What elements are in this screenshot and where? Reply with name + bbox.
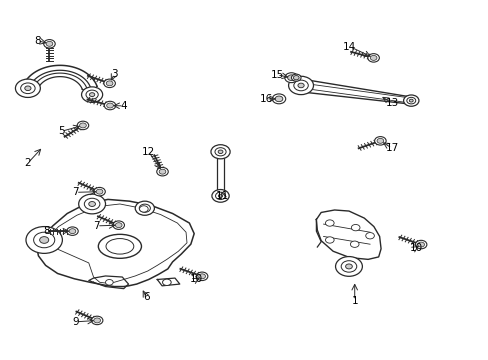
Text: 3: 3 (111, 69, 117, 79)
Text: 15: 15 (270, 70, 283, 80)
Circle shape (162, 279, 171, 285)
Circle shape (406, 97, 415, 104)
Circle shape (408, 99, 412, 102)
Circle shape (196, 272, 207, 280)
Circle shape (198, 274, 205, 279)
Circle shape (66, 227, 78, 235)
Circle shape (297, 83, 304, 88)
Circle shape (417, 242, 424, 247)
Circle shape (86, 90, 98, 99)
Circle shape (293, 76, 299, 80)
Circle shape (211, 189, 229, 202)
Text: 1: 1 (351, 296, 357, 306)
Text: 10: 10 (190, 274, 203, 284)
Circle shape (350, 241, 358, 247)
Circle shape (291, 74, 301, 81)
Circle shape (341, 261, 356, 272)
Text: 11: 11 (216, 191, 229, 201)
Text: 4: 4 (120, 101, 127, 111)
Circle shape (284, 73, 298, 83)
Circle shape (218, 150, 223, 153)
Text: 10: 10 (408, 243, 422, 253)
Circle shape (26, 226, 62, 253)
Circle shape (106, 103, 113, 108)
Circle shape (81, 87, 102, 102)
Text: 6: 6 (142, 292, 149, 302)
Circle shape (105, 279, 113, 285)
Text: 8: 8 (43, 226, 50, 236)
Circle shape (135, 201, 154, 215)
Text: 7: 7 (72, 187, 79, 197)
Circle shape (77, 121, 88, 130)
Circle shape (43, 40, 55, 48)
Circle shape (293, 80, 307, 91)
Circle shape (84, 198, 100, 210)
Text: 13: 13 (385, 98, 398, 108)
Circle shape (115, 223, 122, 228)
Text: 2: 2 (24, 158, 31, 168)
Circle shape (34, 232, 55, 248)
Circle shape (89, 202, 95, 207)
Text: 5: 5 (58, 126, 64, 136)
Circle shape (157, 167, 168, 176)
Circle shape (374, 136, 386, 145)
Circle shape (25, 86, 31, 91)
Circle shape (287, 75, 295, 81)
Text: 17: 17 (385, 143, 398, 153)
Circle shape (104, 101, 116, 110)
Circle shape (69, 229, 76, 234)
Circle shape (96, 189, 102, 194)
Circle shape (79, 194, 105, 214)
Circle shape (210, 145, 230, 159)
Circle shape (351, 224, 359, 231)
Text: 14: 14 (343, 42, 356, 51)
Circle shape (365, 233, 374, 239)
Circle shape (159, 169, 165, 174)
Circle shape (345, 264, 351, 269)
Circle shape (376, 138, 383, 143)
Circle shape (103, 79, 115, 87)
Circle shape (142, 207, 147, 210)
Circle shape (218, 194, 222, 198)
Circle shape (215, 148, 225, 156)
Circle shape (325, 237, 333, 243)
Circle shape (89, 93, 95, 96)
Text: 8: 8 (34, 36, 41, 46)
Circle shape (275, 96, 282, 102)
Circle shape (40, 237, 49, 243)
Text: 12: 12 (142, 147, 155, 157)
Circle shape (16, 79, 41, 98)
Circle shape (46, 41, 53, 46)
Circle shape (414, 240, 426, 249)
Circle shape (106, 81, 113, 86)
Circle shape (91, 316, 102, 325)
Circle shape (94, 318, 101, 323)
Circle shape (272, 94, 285, 104)
Circle shape (94, 188, 105, 196)
Circle shape (80, 123, 86, 128)
Text: 9: 9 (72, 317, 79, 327)
Circle shape (403, 95, 418, 106)
Circle shape (215, 192, 225, 199)
Ellipse shape (106, 239, 134, 254)
Circle shape (369, 55, 376, 60)
Circle shape (325, 220, 333, 226)
Circle shape (288, 76, 313, 95)
Circle shape (335, 257, 362, 276)
Ellipse shape (98, 234, 141, 258)
Text: 16: 16 (259, 94, 272, 104)
Text: 7: 7 (93, 221, 100, 231)
Circle shape (367, 54, 379, 62)
Circle shape (20, 83, 35, 94)
Circle shape (139, 204, 150, 212)
Circle shape (139, 206, 148, 212)
Circle shape (113, 221, 124, 229)
